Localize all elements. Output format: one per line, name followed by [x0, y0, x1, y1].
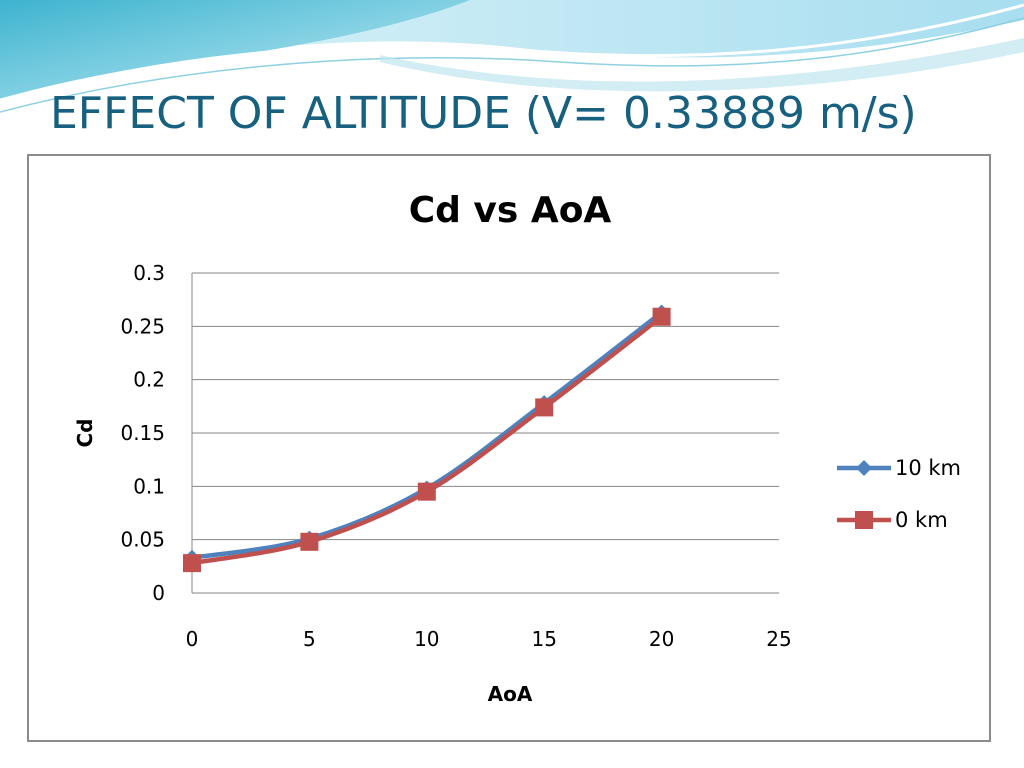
x-tick-label: 20 — [649, 627, 674, 651]
y-tick-label: 0.05 — [120, 528, 165, 552]
x-axis-title: AoA — [488, 682, 533, 706]
x-tick-label: 5 — [303, 627, 316, 651]
x-tick-label: 25 — [766, 627, 791, 651]
y-tick-label: 0.1 — [133, 474, 165, 498]
x-tick-label: 10 — [414, 627, 439, 651]
x-tick-label: 0 — [186, 627, 199, 651]
y-tick-label: 0.2 — [133, 368, 165, 392]
legend-marker-10-km — [856, 460, 872, 476]
data-point-0-km — [652, 307, 671, 326]
series-line-0-km — [191, 314, 663, 566]
slide-header-decoration — [0, 0, 1024, 130]
chart-frame: Cd vs AoA 0 0.05 0.1 0.15 0.2 0.25 0.3 0 5 10 15 20 2… — [27, 154, 991, 742]
y-tick-label: 0.3 — [133, 261, 165, 285]
legend-label-0-km: 0 km — [895, 508, 948, 532]
chart-svg: Cd vs AoA 0 0.05 0.1 0.15 0.2 0.25 0.3 0 5 10 15 20 2… — [73, 190, 961, 706]
legend-label-10-km: 10 km — [895, 456, 961, 480]
data-point-0-km — [183, 554, 201, 573]
data-point-0-km — [417, 482, 436, 501]
y-axis-title: Cd — [73, 419, 97, 448]
data-point-0-km — [300, 532, 319, 551]
header-wave-graphic — [0, 0, 1024, 113]
series-line-10-km — [191, 310, 663, 561]
data-point-0-km — [535, 398, 554, 417]
y-tick-label: 0.25 — [120, 314, 165, 338]
x-tick-label: 15 — [531, 627, 556, 651]
slide-title: EFFECT OF ALTITUDE (V= 0.33889 m/s) — [50, 88, 917, 139]
legend-marker-0-km — [855, 511, 873, 529]
chart-title: Cd vs AoA — [409, 190, 612, 231]
y-tick-label: 0.15 — [120, 421, 165, 445]
y-tick-label: 0 — [152, 581, 165, 605]
